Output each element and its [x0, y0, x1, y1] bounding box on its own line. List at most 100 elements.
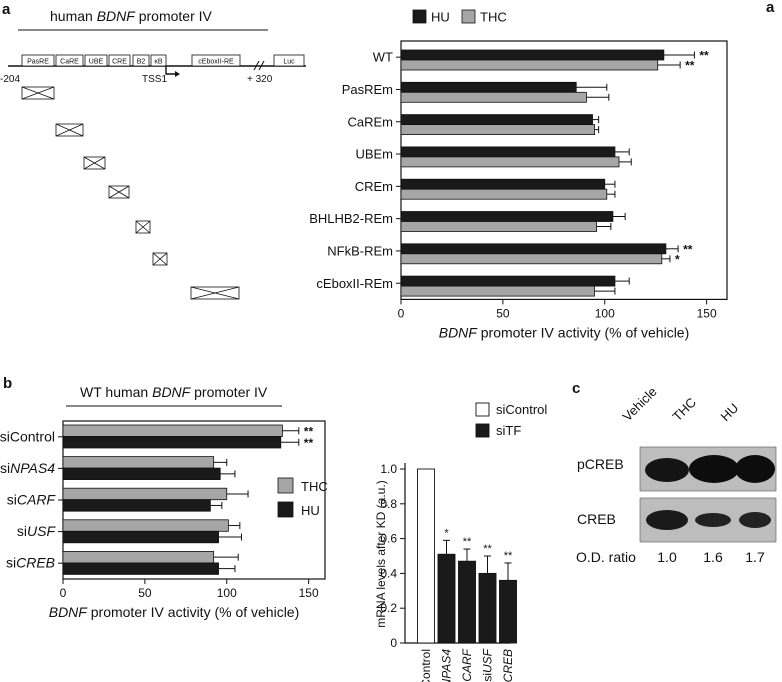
- x-tick-label: 0: [60, 586, 67, 600]
- category-label: siNPAS4: [0, 460, 55, 476]
- bar-sitf: [458, 560, 476, 644]
- bar-thc: [62, 424, 283, 437]
- band-creb-thc: [695, 513, 731, 527]
- x-tick-label: 100: [217, 586, 237, 600]
- category-label: cEboxII-REm: [316, 276, 393, 291]
- bar-thc: [62, 519, 229, 532]
- bar-thc: [400, 253, 663, 265]
- mutant-b2m: [135, 220, 151, 234]
- element-pasre-label: PasRE: [27, 59, 49, 66]
- category-label: siCREB: [501, 649, 515, 682]
- significance-label: **: [463, 536, 472, 548]
- od-value: 1.7: [745, 549, 765, 565]
- legend-swatch-thc: [277, 477, 294, 494]
- band-pcreb-thc: [689, 455, 739, 483]
- bar-thc: [400, 91, 587, 103]
- mutant-carem: [55, 123, 84, 137]
- category-label: siUSF: [481, 648, 495, 681]
- band-pcreb-vehicle: [645, 458, 689, 482]
- y-tick-label: 0.6: [380, 532, 397, 546]
- bar-hu: [62, 530, 219, 544]
- y-tick-label: 0.2: [380, 601, 397, 615]
- panel-a-chart-label: a: [766, 0, 775, 16]
- bar-hu: [400, 211, 614, 222]
- element-luc: [273, 54, 305, 67]
- element-ceboxii: [191, 54, 241, 67]
- significance-label: **: [483, 543, 492, 555]
- significance-label: **: [685, 59, 695, 73]
- legend-label-hu: HU: [301, 503, 320, 518]
- mutant-ubem: [83, 156, 106, 170]
- bar-sitf: [437, 553, 456, 644]
- blot-creb: [639, 497, 777, 543]
- chart-a-legend: HU THC: [412, 9, 507, 25]
- blot-row-label: CREB: [577, 511, 616, 527]
- tss-label: TSS1: [142, 74, 167, 85]
- element-cre: [108, 54, 131, 67]
- legend-label-hu: HU: [431, 10, 450, 25]
- band-creb-vehicle: [646, 510, 688, 530]
- element-luc-label: Luc: [283, 59, 295, 66]
- mutant-kbm: [152, 252, 168, 266]
- category-label: siControl: [0, 428, 55, 444]
- legend-label-thc: THC: [480, 10, 507, 25]
- blot-lane-label: THC: [670, 395, 699, 424]
- category-label: siCREB: [6, 555, 55, 571]
- y-tick-label: 1.0: [380, 462, 397, 476]
- blot-pcreb: [639, 446, 777, 492]
- bar-thc: [400, 285, 595, 297]
- element-ube: [84, 54, 108, 67]
- y-tick-label: 0.8: [380, 497, 397, 511]
- x-tick-label: 150: [299, 586, 319, 600]
- y-tick-label: 0.4: [380, 566, 397, 580]
- significance-label: **: [683, 242, 693, 256]
- category-label: UBEm: [355, 147, 393, 162]
- bar-thc: [400, 156, 620, 168]
- y-tick-label: 0: [390, 636, 397, 650]
- promoter-elements: PasRE CaRE UBE CRE B2 κB cEboxII-RE Luc: [21, 54, 305, 67]
- element-kb-label: κB: [154, 59, 163, 66]
- bar-hu: [400, 49, 665, 61]
- significance-label: *: [444, 527, 449, 539]
- chart-b: 0 50 100 150 siControl **** siNPAS4 siCARF siUSF…: [0, 420, 326, 620]
- bar-thc: [400, 124, 595, 135]
- blot-row-label: pCREB: [577, 456, 624, 472]
- mutant-pasrem: [21, 86, 55, 100]
- element-cre-label: CRE: [112, 59, 127, 66]
- panel-c-label: c: [572, 380, 580, 397]
- legend-swatch-hu: [412, 9, 427, 24]
- legend-label-sicontrol: siControl: [496, 402, 547, 417]
- significance-label: **: [699, 49, 709, 63]
- tss-arrow: [165, 66, 177, 75]
- band-creb-hu: [739, 512, 771, 528]
- bar-hu: [400, 243, 667, 255]
- bar-hu: [400, 146, 616, 158]
- od-ratio-label: O.D. ratio: [576, 549, 636, 565]
- bar-hu: [400, 178, 606, 190]
- legend-swatch-hu: [277, 501, 294, 518]
- element-b2-label: B2: [137, 59, 146, 66]
- bar-sitf: [499, 579, 517, 644]
- chart-b-title: WT human BDNF promoter IV: [80, 384, 268, 400]
- x-tick-label: 100: [595, 306, 615, 320]
- element-ube-label: UBE: [89, 59, 104, 66]
- element-care: [55, 54, 84, 67]
- bar-thc: [400, 59, 659, 71]
- band-pcreb-hu: [735, 455, 775, 483]
- category-label: PasREm: [342, 82, 393, 97]
- legend-label-sitf: siTF: [496, 423, 521, 438]
- category-label: siUSF: [17, 523, 57, 539]
- bar-hu: [62, 436, 282, 449]
- bar-hu: [62, 467, 221, 481]
- chart-mrna: 0 0.2 0.4 0.6 0.8 1.0 siControl * siNPAS4 ** siCAR…: [380, 462, 517, 682]
- x-tick-label: 50: [496, 306, 510, 320]
- bar-thc: [62, 456, 215, 469]
- bar-sicontrol: [417, 468, 435, 644]
- mutant-crem: [108, 185, 130, 199]
- chart-mrna-legend: siControl siTF: [475, 402, 547, 438]
- bar-hu: [400, 114, 593, 125]
- position-start: -204: [0, 74, 20, 85]
- bar-hu: [400, 81, 577, 93]
- bar-hu: [62, 562, 219, 575]
- bar-thc: [62, 487, 228, 501]
